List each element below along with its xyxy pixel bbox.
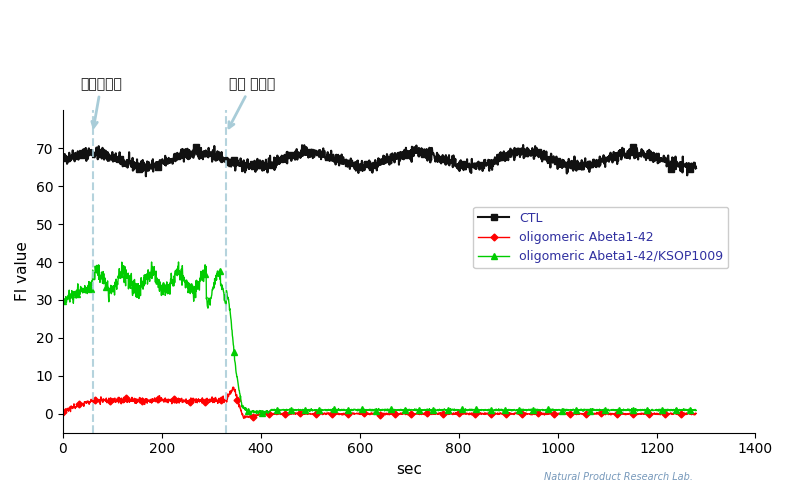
oligomeric Abeta1-42/KSOP1009 — [691, 407, 701, 413]
oligomeric Abeta1-42/KSOP1009 — [557, 407, 567, 413]
oligomeric Abeta1-42/KSOP1009 — [174, 259, 184, 265]
oligomeric Abeta1-42 — [91, 399, 100, 405]
oligomeric Abeta1-42/KSOP1009 — [91, 263, 100, 269]
CTL — [91, 151, 100, 157]
oligomeric Abeta1-42 — [673, 411, 682, 417]
oligomeric Abeta1-42 — [691, 411, 701, 417]
oligomeric Abeta1-42 — [674, 412, 683, 418]
Y-axis label: FI value: FI value — [15, 242, 30, 302]
Line: CTL: CTL — [60, 142, 699, 179]
oligomeric Abeta1-42/KSOP1009 — [674, 408, 683, 414]
oligomeric Abeta1-42 — [350, 410, 359, 416]
CTL — [58, 155, 68, 161]
CTL — [350, 159, 359, 165]
oligomeric Abeta1-42 — [239, 415, 248, 421]
oligomeric Abeta1-42/KSOP1009 — [259, 411, 269, 417]
CTL — [557, 165, 567, 171]
Line: oligomeric Abeta1-42: oligomeric Abeta1-42 — [61, 385, 698, 421]
CTL — [673, 161, 682, 167]
oligomeric Abeta1-42 — [366, 410, 376, 416]
Text: 약물 제거후: 약물 제거후 — [229, 77, 275, 128]
X-axis label: sec: sec — [396, 462, 422, 477]
CTL — [141, 173, 151, 179]
oligomeric Abeta1-42 — [58, 409, 68, 415]
oligomeric Abeta1-42/KSOP1009 — [350, 407, 359, 413]
oligomeric Abeta1-42 — [557, 411, 567, 417]
CTL — [674, 163, 683, 169]
oligomeric Abeta1-42/KSOP1009 — [366, 408, 376, 414]
Text: 약물처리후: 약물처리후 — [80, 77, 122, 127]
oligomeric Abeta1-42/KSOP1009 — [58, 298, 68, 304]
oligomeric Abeta1-42/KSOP1009 — [673, 407, 682, 413]
CTL — [691, 165, 701, 171]
Legend: CTL, oligomeric Abeta1-42, oligomeric Abeta1-42/KSOP1009: CTL, oligomeric Abeta1-42, oligomeric Ab… — [473, 207, 728, 268]
oligomeric Abeta1-42 — [229, 384, 238, 390]
CTL — [519, 142, 528, 148]
Line: oligomeric Abeta1-42/KSOP1009: oligomeric Abeta1-42/KSOP1009 — [60, 259, 699, 417]
CTL — [366, 165, 376, 171]
Text: Natural Product Research Lab.: Natural Product Research Lab. — [545, 472, 693, 482]
